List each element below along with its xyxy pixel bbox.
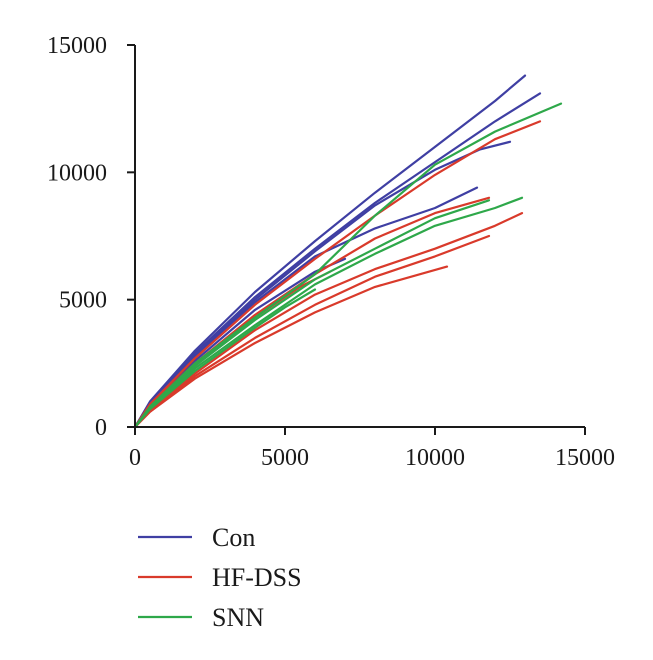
y-tick-label: 5000 [59,288,107,314]
con-curve-2 [133,92,542,429]
x-tick-label: 10000 [405,445,465,471]
con-curve-1 [133,74,527,429]
x-tick-label: 15000 [555,445,615,471]
series-curves [133,74,563,429]
y-tick-label: 0 [95,415,107,441]
y-axis-ticks: 0 5000 10000 15000 [47,33,135,441]
x-tick-label: 0 [129,445,141,471]
x-axis-ticks: 0 5000 10000 15000 [129,427,615,471]
hf-dss-curve-2 [133,196,491,429]
chart-axes [134,45,585,428]
hf-dss-curve-5 [133,265,449,429]
snn-curve-3 [133,196,524,429]
con-curve-3 [133,140,512,429]
legend-label-hf-dss: HF-DSS [212,563,302,592]
snn-curve-1 [133,102,563,429]
hf-dss-curve-1 [133,120,542,429]
x-tick-label: 5000 [261,445,309,471]
snn-curve-4 [133,288,317,429]
y-tick-label: 15000 [47,33,107,59]
hf-dss-curve-3 [133,212,524,429]
legend: Con HF-DSS SNN [138,523,302,632]
y-tick-label: 10000 [47,160,107,186]
hf-dss-curve-4 [133,234,491,429]
legend-label-snn: SNN [212,603,264,632]
legend-label-con: Con [212,523,255,552]
